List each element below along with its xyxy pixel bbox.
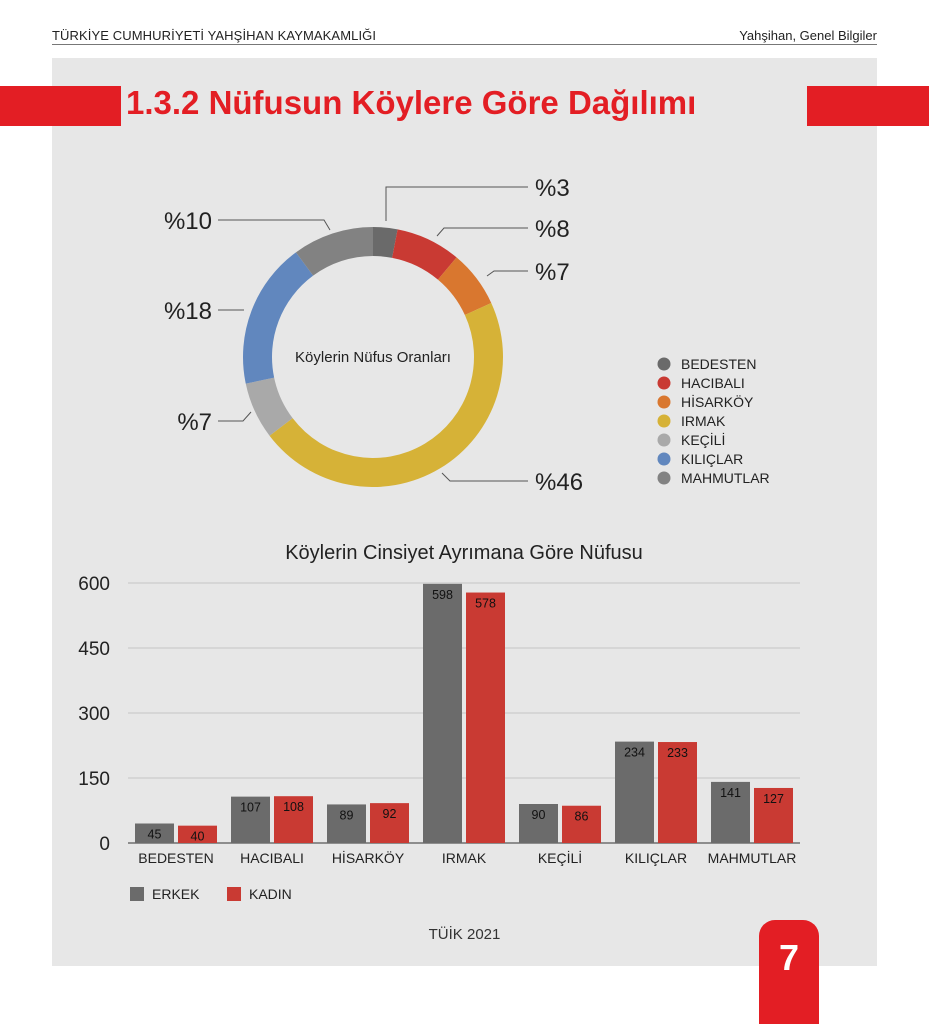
- bar-legend-label: ERKEK: [152, 886, 200, 902]
- bar-value-label: 108: [283, 800, 304, 814]
- bar-value-label: 86: [575, 810, 589, 824]
- pie-legend-label: HACIBALI: [681, 375, 745, 391]
- pie-legend-label: KEÇİLİ: [681, 431, 725, 448]
- bar-kadin-4: [562, 805, 601, 843]
- bar-value-label: 45: [148, 828, 162, 842]
- bar-value-label: 578: [475, 597, 496, 611]
- pie-slice-label: %46: [535, 469, 583, 496]
- bar-legend-marker-0: [130, 887, 144, 901]
- bar-kadin-2: [370, 803, 409, 843]
- y-tick-label: 450: [78, 639, 110, 660]
- pie-slice-label: %7: [535, 259, 570, 286]
- page-number: 7: [759, 920, 819, 1024]
- header-right-text: Yahşihan, Genel Bilgiler: [739, 28, 877, 43]
- section-title: 1.3.2 Nüfusun Köylere Göre Dağılımı: [126, 84, 697, 121]
- x-tick-label: BEDESTEN: [138, 850, 213, 866]
- pie-legend-marker-4: [657, 433, 671, 447]
- pie-slice-3: [269, 302, 503, 487]
- x-tick-label: HACIBALI: [240, 850, 304, 866]
- pie-slice-4: [245, 377, 293, 436]
- pie-slice-label: %7: [177, 409, 212, 436]
- pie-legend-label: IRMAK: [681, 413, 726, 429]
- pie-legend-marker-0: [657, 357, 671, 371]
- x-tick-label: KILIÇLAR: [625, 850, 687, 866]
- bar-value-label: 107: [240, 801, 261, 815]
- bar-erkek-5: [615, 741, 654, 843]
- bar-value-label: 127: [763, 792, 784, 806]
- bar-legend-marker-1: [227, 887, 241, 901]
- pie-center-title: Köylerin Nüfus Oranları: [295, 349, 451, 366]
- source-note: TÜİK 2021: [428, 926, 501, 943]
- bar-value-label: 92: [383, 807, 397, 821]
- x-tick-label: KEÇİLİ: [538, 849, 582, 866]
- pie-leader-line-4: [218, 411, 252, 422]
- bar-value-label: 141: [720, 786, 741, 800]
- pie-slice-label: %18: [164, 298, 212, 325]
- bar-value-label: 598: [432, 588, 453, 602]
- bar-value-label: 90: [532, 808, 546, 822]
- pie-slice-0: [373, 227, 398, 258]
- y-tick-label: 0: [99, 834, 110, 855]
- bar-legend-label: KADIN: [249, 886, 292, 902]
- bar-kadin-5: [658, 742, 697, 843]
- pie-legend-label: KILIÇLAR: [681, 451, 743, 467]
- bar-value-label: 40: [191, 830, 205, 844]
- pie-legend-marker-6: [657, 471, 671, 485]
- x-tick-label: IRMAK: [442, 850, 487, 866]
- pie-slice-5: [242, 252, 314, 384]
- bar-erkek-4: [519, 804, 558, 843]
- x-tick-label: MAHMUTLAR: [708, 850, 797, 866]
- pie-leader-line-2: [486, 270, 528, 277]
- bar-erkek-1: [231, 796, 270, 843]
- pie-leader-line-3: [441, 472, 528, 482]
- y-tick-label: 300: [78, 704, 110, 725]
- bar-value-label: 233: [667, 746, 688, 760]
- bar-erkek-0: [135, 823, 174, 843]
- pie-leader-line-0: [385, 186, 528, 221]
- bar-kadin-6: [754, 787, 793, 843]
- bar-erkek-3: [423, 583, 462, 843]
- x-tick-label: HİSARKÖY: [332, 849, 405, 866]
- header-left-text: TÜRKİYE CUMHURİYETİ YAHŞİHAN KAYMAKAMLIĞ…: [52, 28, 377, 43]
- pie-slice-2: [437, 257, 492, 316]
- bar-erkek-6: [711, 781, 750, 843]
- bar-kadin-3: [466, 592, 505, 843]
- bar-kadin-1: [274, 796, 313, 843]
- bar-chart-title: Köylerin Cinsiyet Ayrımana Göre Nüfusu: [285, 542, 643, 564]
- pie-slice-label: %3: [535, 175, 570, 202]
- pie-legend-label: BEDESTEN: [681, 356, 756, 372]
- pie-slice-6: [295, 227, 373, 276]
- bar-erkek-2: [327, 804, 366, 843]
- pie-leader-line-1: [436, 227, 528, 237]
- pie-legend-label: MAHMUTLAR: [681, 470, 770, 486]
- title-band-left: [0, 86, 121, 126]
- pie-legend-label: HİSARKÖY: [681, 393, 754, 410]
- pie-legend-marker-1: [657, 376, 671, 390]
- pie-slice-label: %10: [164, 208, 212, 235]
- header-divider: [52, 44, 877, 45]
- pie-legend-marker-3: [657, 414, 671, 428]
- bar-value-label: 89: [340, 808, 354, 822]
- y-tick-label: 150: [78, 769, 110, 790]
- pie-slice-1: [392, 229, 457, 280]
- pie-leader-line-6: [218, 219, 331, 231]
- bar-value-label: 234: [624, 746, 645, 760]
- pie-legend-marker-2: [657, 395, 671, 409]
- pie-legend-marker-5: [657, 452, 671, 466]
- y-tick-label: 600: [78, 574, 110, 595]
- bar-kadin-0: [178, 825, 217, 843]
- pie-slice-label: %8: [535, 216, 570, 243]
- title-band-right: [807, 86, 929, 126]
